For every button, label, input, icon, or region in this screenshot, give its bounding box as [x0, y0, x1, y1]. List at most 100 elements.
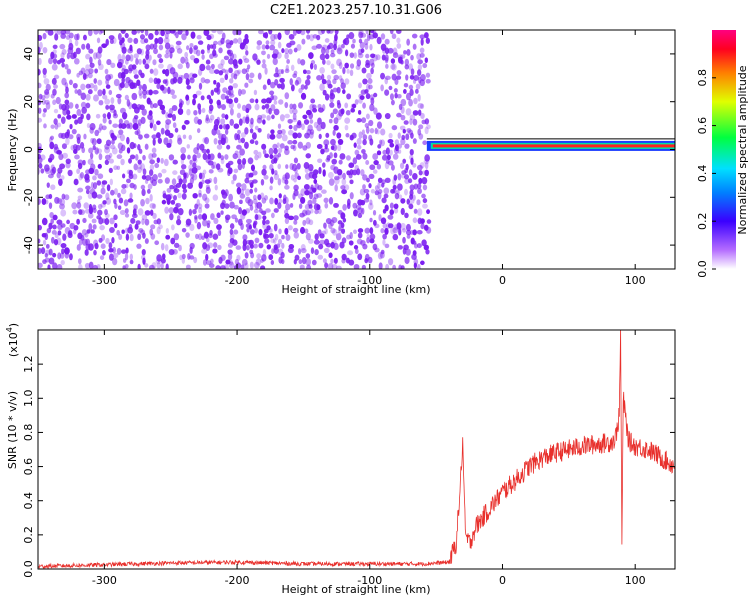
spectrogram-cell [380, 217, 387, 225]
spectrogram-cell [128, 158, 132, 164]
spectrogram-cell [144, 179, 149, 184]
spectrogram-cell [164, 32, 169, 40]
spectrogram-cell [370, 53, 376, 59]
spectrogram-cell [349, 52, 355, 58]
spectrogram-cell [410, 132, 414, 139]
spectrogram-cell [240, 132, 247, 138]
spectrogram-cell [197, 214, 203, 220]
spectrogram-cell [202, 193, 208, 201]
spectrogram-cell [223, 264, 229, 269]
spectrogram-cell [156, 226, 161, 235]
spectrogram-cell [323, 222, 327, 229]
spectrogram-cell [124, 213, 130, 218]
spectrogram-cell [308, 52, 314, 60]
spectrogram-cell [210, 89, 215, 96]
spectrogram-cell [424, 161, 429, 170]
spectrogram-cell [126, 99, 131, 107]
spectrogram-cell [225, 259, 231, 265]
spectrogram-cell [300, 188, 306, 196]
spectrogram-cell [54, 30, 58, 34]
spectrogram-cell [360, 48, 365, 54]
spectrogram-cell [297, 175, 301, 181]
spectrogram-cell [290, 84, 295, 92]
spectrogram-cell [290, 174, 295, 181]
spectrogram-cell [297, 248, 302, 255]
spectrogram-cell [83, 202, 89, 209]
spectrogram-cell [232, 153, 238, 160]
spectrogram-cell [299, 264, 305, 269]
spectrogram-cell [51, 230, 57, 235]
spectrogram-cell [240, 264, 245, 269]
spectrogram-cell [136, 79, 141, 87]
spectrogram-cell [101, 234, 106, 241]
spectrogram-cell [171, 178, 177, 186]
spectrogram-cell [424, 118, 430, 125]
spectrogram-cell [276, 83, 282, 89]
spectrogram-cell [108, 253, 114, 261]
spectrogram-cell [409, 193, 414, 200]
spectrogram-cell [294, 167, 298, 174]
spectrogram-cell [248, 224, 252, 230]
spectrogram-cell [92, 264, 98, 269]
spectrogram-cell [377, 189, 383, 194]
spectrogram-cell [376, 150, 382, 156]
spectrogram-cell [132, 173, 138, 180]
spectrogram-cell [256, 59, 261, 65]
spectrogram-cell [327, 171, 334, 179]
spectrogram-cell [94, 68, 99, 74]
spectrogram-cell [292, 144, 297, 152]
spectrogram-cell [208, 233, 213, 239]
spectrogram-cell [333, 242, 339, 251]
spectrogram-cell [196, 49, 201, 57]
spectrogram-cell [369, 127, 375, 134]
spectrogram-cell [202, 259, 207, 266]
spectrogram-cell [122, 258, 127, 263]
spectrogram-cell [119, 82, 125, 89]
snr-scale-prefix: (x10 [7, 332, 20, 357]
spectrogram-cell [411, 33, 418, 39]
spectrogram-cell [83, 133, 87, 140]
spectrogram-cell [55, 96, 61, 105]
spectrogram-cell [101, 43, 108, 49]
spectrogram-cell [330, 227, 336, 234]
spectrogram-cell [261, 44, 266, 50]
spectrogram-cell [320, 121, 326, 130]
spectrogram-cell [189, 177, 195, 185]
spectrogram-cell [98, 237, 103, 243]
spectrogram-cell [220, 93, 227, 100]
spectrogram-cell [38, 46, 41, 54]
spectrogram-cell [133, 184, 137, 190]
spectrogram-cell [211, 128, 217, 136]
spectrogram-cell [123, 68, 129, 75]
spectrogram-cell [121, 46, 127, 54]
spectrogram-cell [304, 79, 311, 86]
spectrogram-cell [263, 174, 269, 180]
spectrogram-cell [330, 258, 334, 264]
spectrogram-cell [137, 233, 142, 241]
spectrogram-cell [220, 158, 225, 165]
spectrogram-ytick-label: -20 [22, 188, 35, 206]
spectrogram-cell [182, 134, 187, 140]
spectrogram-cell [333, 74, 340, 81]
spectrogram-cell [332, 129, 336, 136]
spectrogram-cell [400, 265, 405, 269]
spectrogram-cell [404, 64, 410, 70]
spectrogram-cell [284, 113, 290, 119]
spectrogram-cell [149, 228, 154, 236]
spectrogram-cell [74, 39, 79, 47]
spectrogram-cell [194, 203, 199, 210]
spectrogram-cell [235, 182, 242, 188]
spectrogram-cell [287, 118, 293, 124]
spectrogram-cell [385, 147, 390, 155]
spectrogram-cell [273, 33, 279, 40]
spectrogram-cell [47, 30, 54, 36]
spectrogram-cell [195, 90, 202, 96]
spectrogram-cell [95, 113, 101, 119]
spectrogram-cell [370, 188, 376, 194]
spectrogram-cell [380, 72, 386, 80]
spectrogram-cell [144, 238, 149, 244]
spectrogram-cell [220, 254, 226, 261]
spectrogram-cell [310, 247, 315, 255]
spectrogram-cell [270, 33, 276, 42]
spectrogram-cell [118, 129, 124, 135]
